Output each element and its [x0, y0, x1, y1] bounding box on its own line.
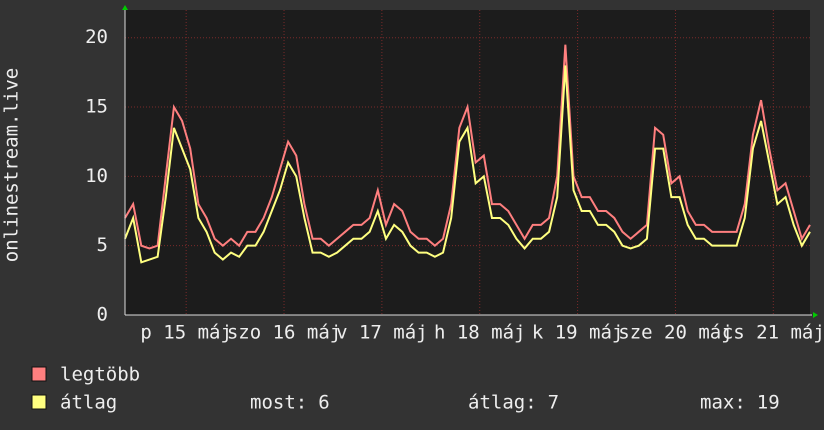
- legend-swatch: [31, 366, 47, 382]
- line: [124, 44, 811, 250]
- x-tick-label: cs 21 máj: [722, 322, 824, 344]
- stat-label: átlag:: [468, 392, 537, 414]
- y-tick-label: 10: [85, 165, 108, 187]
- x-tick-label: v 17 máj: [336, 322, 428, 344]
- x-tick-label: h 18 máj: [434, 322, 526, 344]
- x-tick-label: sze 20 máj: [618, 322, 732, 344]
- y-tick-label: 15: [85, 96, 108, 118]
- y-tick-label: 5: [97, 234, 108, 256]
- x-tick-label: szo 16 máj: [227, 322, 341, 344]
- x-tick-label: p 15 máj: [140, 322, 232, 344]
- y-tick-label: 20: [85, 26, 108, 48]
- axis-arrow: [813, 312, 818, 318]
- legend-label: legtöbb: [60, 364, 140, 386]
- stat-label: most:: [250, 392, 307, 414]
- stat-value: 7: [548, 392, 559, 414]
- plot-area: [125, 10, 810, 315]
- stat-value: 6: [318, 392, 329, 414]
- stat-value: 19: [757, 392, 780, 414]
- legend-swatch: [31, 394, 47, 410]
- axis-arrow: [122, 5, 128, 10]
- stat-label: max:: [700, 392, 746, 414]
- line: [124, 65, 811, 264]
- y-tick-label: 0: [97, 304, 108, 326]
- x-tick-label: k 19 máj: [532, 322, 624, 344]
- y-axis-label: onlinestream.live: [1, 68, 23, 262]
- legend-label: átlag: [60, 392, 117, 414]
